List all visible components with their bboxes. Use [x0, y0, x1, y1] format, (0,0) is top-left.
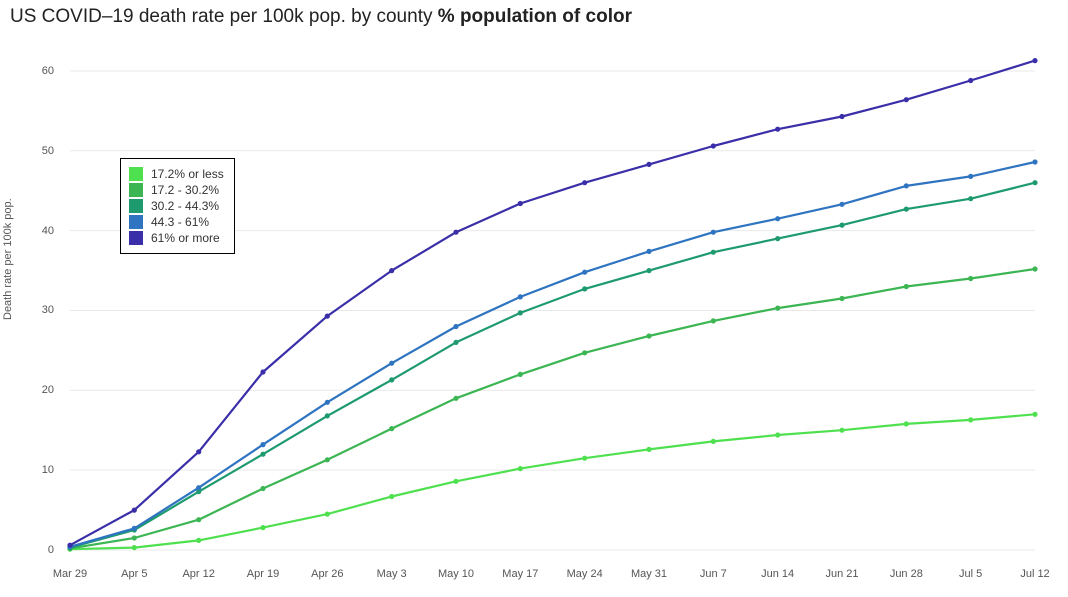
x-tick: Jun 7	[700, 568, 727, 580]
legend-label: 17.2 - 30.2%	[151, 183, 219, 197]
x-tick: May 31	[631, 568, 667, 580]
x-tick: May 24	[567, 568, 603, 580]
x-tick: Jun 21	[825, 568, 858, 580]
legend-label: 61% or more	[151, 231, 220, 245]
y-tick: 10	[24, 464, 54, 476]
x-tick: Jun 28	[890, 568, 923, 580]
legend-swatch	[129, 199, 143, 213]
y-tick: 40	[24, 225, 54, 237]
legend-label: 30.2 - 44.3%	[151, 199, 219, 213]
x-tick: May 10	[438, 568, 474, 580]
legend-swatch	[129, 167, 143, 181]
legend-item: 44.3 - 61%	[129, 215, 224, 229]
chart-container: US COVID–19 death rate per 100k pop. by …	[0, 0, 1068, 597]
y-tick: 0	[24, 544, 54, 556]
y-tick: 20	[24, 384, 54, 396]
x-tick: Apr 5	[121, 568, 147, 580]
y-axis-label: Death rate per 100k pop.	[2, 198, 14, 320]
x-tick: May 3	[377, 568, 407, 580]
plot-area	[60, 45, 1050, 565]
legend-item: 17.2% or less	[129, 167, 224, 181]
chart-title: US COVID–19 death rate per 100k pop. by …	[10, 6, 632, 28]
x-tick: Mar 29	[53, 568, 87, 580]
legend-item: 17.2 - 30.2%	[129, 183, 224, 197]
x-tick: Apr 26	[311, 568, 343, 580]
x-tick: Jul 5	[959, 568, 982, 580]
y-tick: 30	[24, 304, 54, 316]
legend-swatch	[129, 215, 143, 229]
legend-swatch	[129, 183, 143, 197]
legend-item: 61% or more	[129, 231, 224, 245]
y-tick: 50	[24, 145, 54, 157]
legend-label: 17.2% or less	[151, 167, 224, 181]
legend-label: 44.3 - 61%	[151, 215, 209, 229]
x-tick: Apr 12	[182, 568, 214, 580]
y-tick: 60	[24, 65, 54, 77]
title-prefix: US COVID–19 death rate per 100k pop. by …	[10, 6, 438, 27]
legend-swatch	[129, 231, 143, 245]
title-bold: % population of color	[438, 6, 632, 27]
x-tick: Jul 12	[1020, 568, 1049, 580]
legend: 17.2% or less 17.2 - 30.2% 30.2 - 44.3% 44.…	[120, 158, 235, 254]
legend-item: 30.2 - 44.3%	[129, 199, 224, 213]
x-tick: Jun 14	[761, 568, 794, 580]
x-tick: May 17	[502, 568, 538, 580]
x-tick: Apr 19	[247, 568, 279, 580]
